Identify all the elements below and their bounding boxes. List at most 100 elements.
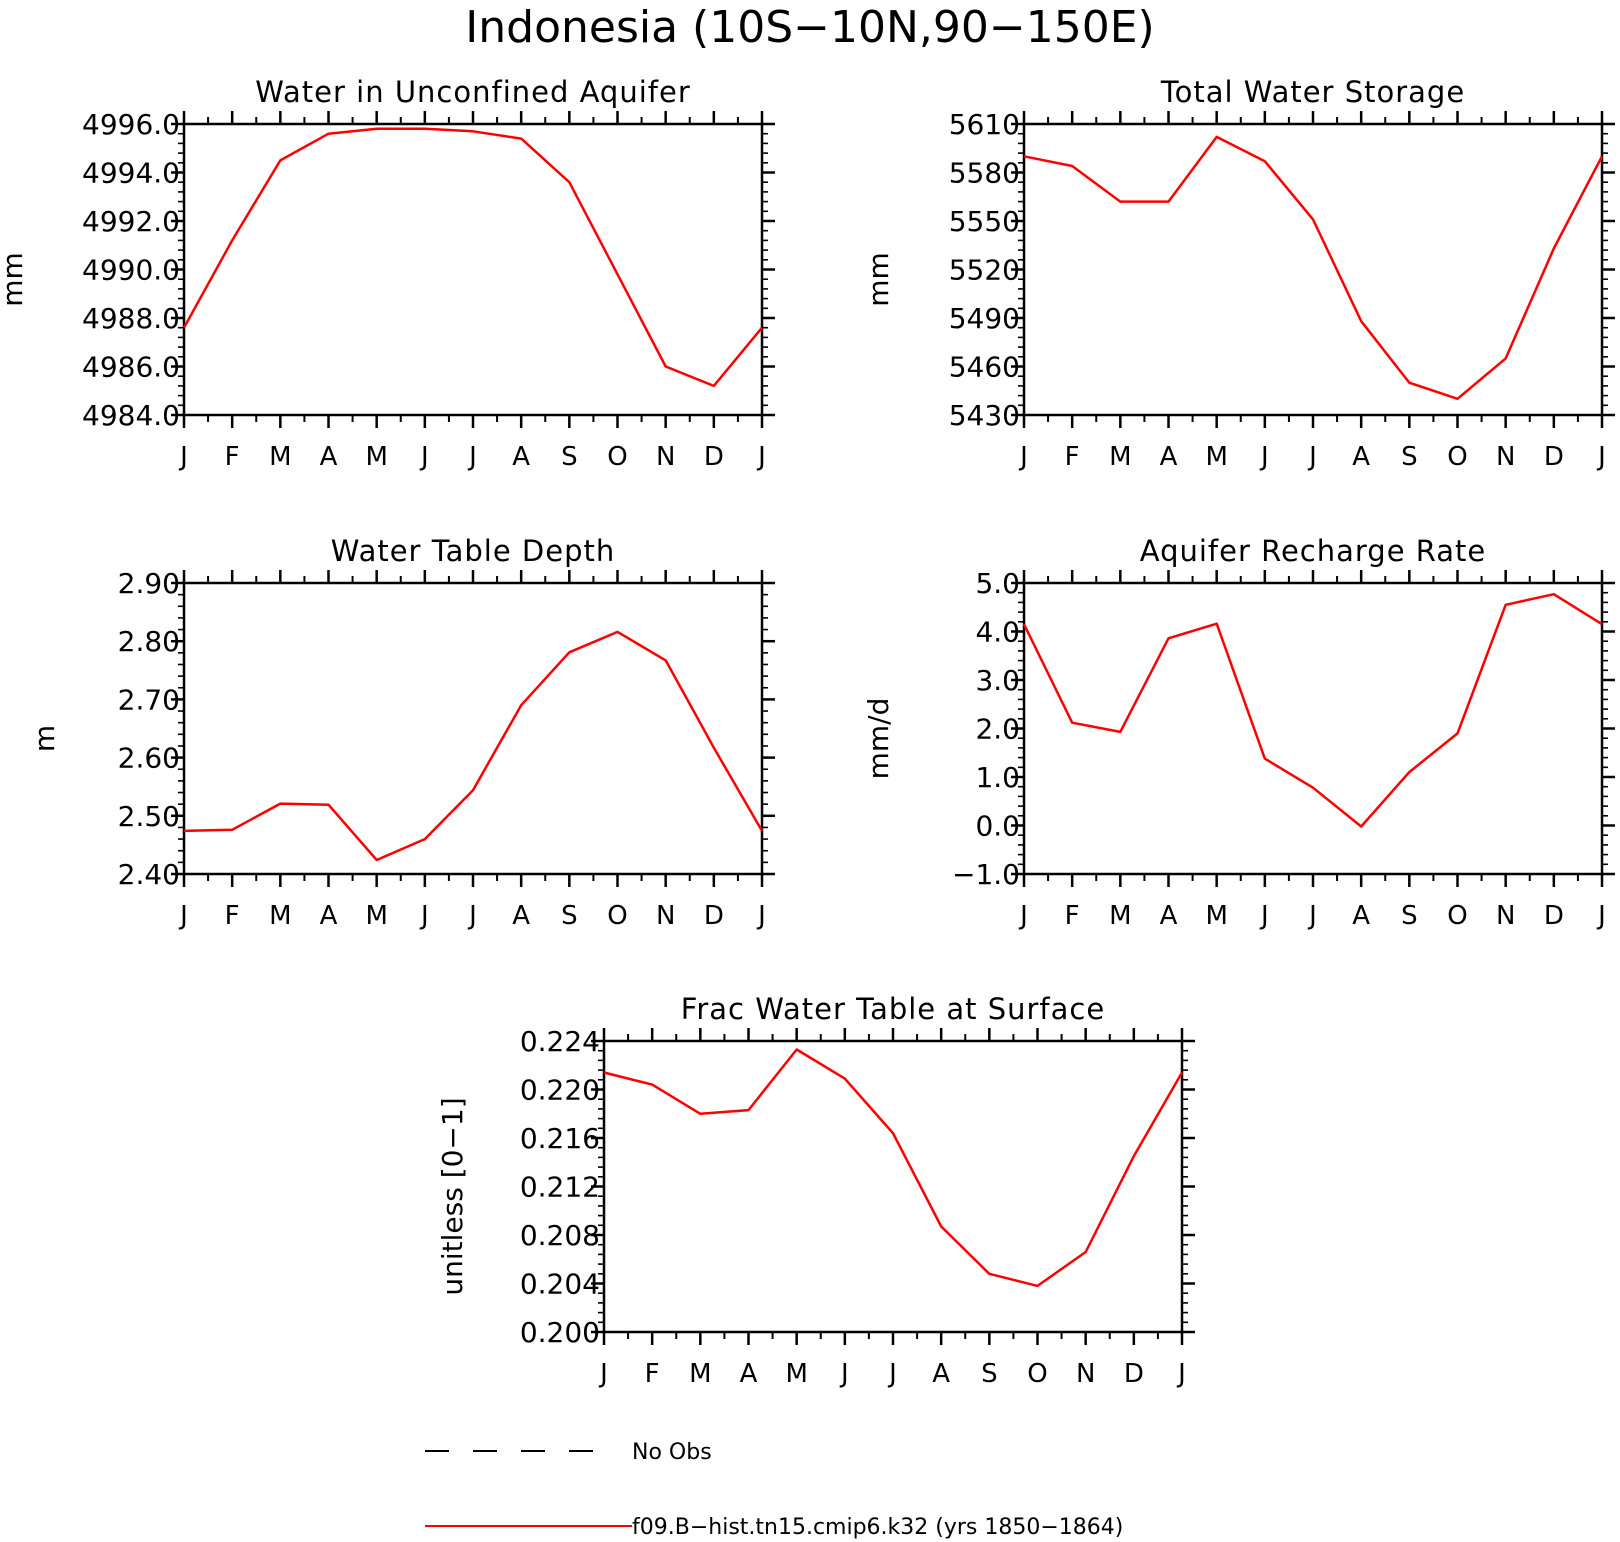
y-tick-label: 3.0 <box>975 664 1020 697</box>
y-axis-label: mm <box>0 252 29 307</box>
series-line-1 <box>183 630 764 862</box>
y-tick-label: 5430 <box>949 399 1020 432</box>
x-tick-label: A <box>740 1359 758 1389</box>
x-tick-label: D <box>704 442 724 472</box>
x-tick-label: A <box>932 1359 950 1389</box>
x-tick-label: J <box>1307 901 1317 931</box>
y-tick-label: 4988.0 <box>82 302 180 335</box>
y-tick-label: 0.208 <box>520 1219 600 1252</box>
y-axis-label: m <box>28 725 61 752</box>
y-tick-label: 0.204 <box>520 1268 600 1301</box>
y-tick-label: 2.70 <box>118 683 180 716</box>
plot-frame <box>1022 581 1604 876</box>
y-tick-label: 5520 <box>949 254 1020 287</box>
x-tick-label: S <box>561 442 578 472</box>
x-tick-label: N <box>1076 1359 1095 1389</box>
y-axis-label: mm/d <box>862 698 895 780</box>
x-tick-label: F <box>225 442 240 472</box>
x-tick-label: J <box>178 442 188 472</box>
x-tick-label: M <box>365 901 387 931</box>
y-tick-label: 0.200 <box>520 1316 600 1349</box>
legend-label: f09.B−hist.tn15.cmip6.k32 (yrs 1850−1864… <box>632 1515 1123 1540</box>
y-tick-label: 0.212 <box>520 1171 600 1204</box>
x-tick-label: J <box>839 1359 849 1389</box>
x-tick-label: O <box>607 901 627 931</box>
x-tick-label: J <box>756 901 766 931</box>
x-tick-label: J <box>178 901 188 931</box>
panel-title: Water Table Depth <box>331 534 616 568</box>
x-tick-label: J <box>419 442 429 472</box>
panel-title: Water in Unconfined Aquifer <box>255 75 691 109</box>
x-tick-label: D <box>704 901 724 931</box>
y-tick-label: 2.90 <box>118 567 180 600</box>
y-tick-label: 5610 <box>949 108 1020 141</box>
main-title: Indonesia (10S−10N,90−150E) <box>465 2 1154 53</box>
x-tick-label: J <box>1259 901 1269 931</box>
x-tick-label: J <box>887 1359 897 1389</box>
x-tick-label: M <box>1109 901 1131 931</box>
x-tick-label: D <box>1544 901 1564 931</box>
x-tick-label: N <box>1496 901 1515 931</box>
x-tick-label: S <box>1401 901 1418 931</box>
x-tick-label: M <box>1205 901 1227 931</box>
x-tick-label: J <box>1307 442 1317 472</box>
y-tick-label: 0.0 <box>975 810 1020 843</box>
y-tick-label: 4996.0 <box>82 108 180 141</box>
x-tick-label: J <box>1596 442 1606 472</box>
x-tick-label: J <box>419 901 429 931</box>
y-tick-label: 4984.0 <box>82 399 180 432</box>
y-tick-label: −1.0 <box>952 858 1020 891</box>
y-tick-label: 0.216 <box>520 1122 600 1155</box>
x-tick-label: D <box>1124 1359 1144 1389</box>
x-tick-label: M <box>365 442 387 472</box>
x-tick-label: J <box>1259 442 1269 472</box>
x-tick-label: M <box>1109 442 1131 472</box>
series-line-1 <box>1023 135 1604 401</box>
x-tick-label: F <box>1065 901 1080 931</box>
x-tick-label: M <box>1205 442 1227 472</box>
x-tick-label: O <box>1447 442 1467 472</box>
plot-frame <box>602 1039 1184 1334</box>
x-tick-label: A <box>512 442 530 472</box>
x-tick-label: J <box>1018 442 1028 472</box>
series-line-1 <box>1022 592 1603 828</box>
x-tick-label: M <box>269 442 291 472</box>
x-tick-label: F <box>225 901 240 931</box>
x-tick-label: N <box>656 442 675 472</box>
x-tick-label: M <box>269 901 291 931</box>
legend-label: No Obs <box>632 1440 712 1465</box>
y-tick-label: 4994.0 <box>82 157 180 190</box>
x-tick-label: F <box>645 1359 660 1389</box>
series-line-1 <box>603 1048 1184 1288</box>
x-tick-label: A <box>320 901 338 931</box>
y-axis-label: unitless [0−1] <box>436 1097 469 1295</box>
x-tick-label: A <box>1160 901 1178 931</box>
y-tick-label: 5490 <box>949 302 1020 335</box>
x-tick-label: D <box>1544 442 1564 472</box>
y-tick-label: 5460 <box>949 351 1020 384</box>
x-tick-label: A <box>512 901 530 931</box>
x-tick-label: J <box>598 1359 608 1389</box>
x-tick-label: O <box>1027 1359 1047 1389</box>
legend-entry-no-obs: No Obs <box>425 1440 712 1465</box>
x-tick-label: J <box>1176 1359 1186 1389</box>
series-line-1 <box>182 127 763 388</box>
x-tick-label: S <box>981 1359 998 1389</box>
x-tick-label: N <box>1496 442 1515 472</box>
x-tick-label: J <box>1596 901 1606 931</box>
x-tick-label: M <box>689 1359 711 1389</box>
plot-frame <box>182 581 764 876</box>
y-tick-label: 2.80 <box>118 625 180 658</box>
x-tick-label: A <box>1352 901 1370 931</box>
y-axis-label: mm <box>862 252 895 307</box>
x-tick-label: F <box>1065 442 1080 472</box>
y-tick-label: 4.0 <box>975 616 1020 649</box>
x-tick-label: J <box>467 442 477 472</box>
y-tick-label: 0.224 <box>520 1025 600 1058</box>
y-tick-label: 5.0 <box>975 567 1020 600</box>
